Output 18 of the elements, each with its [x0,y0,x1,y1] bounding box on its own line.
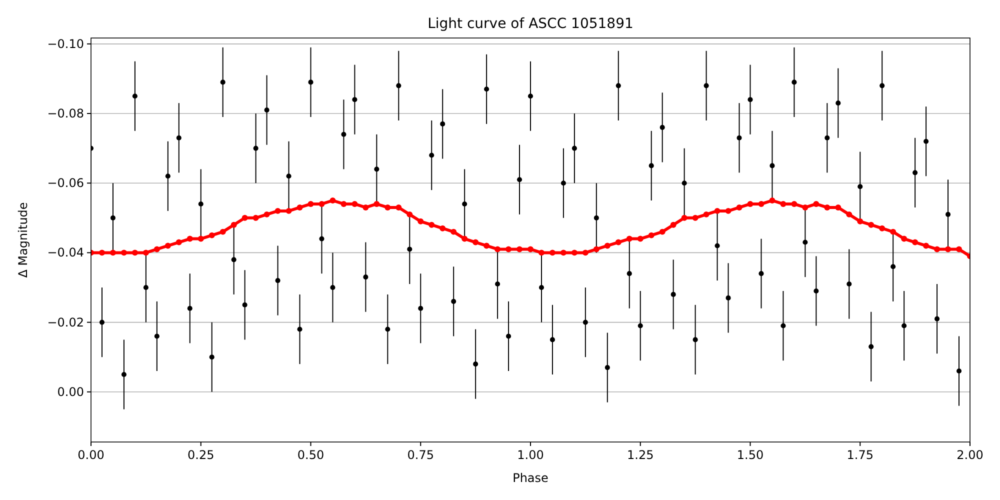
x-tick-label: 1.50 [736,448,764,462]
x-tick-label: 0.00 [78,448,104,462]
chart-title: Light curve of ASCC 1051891 [428,16,634,32]
x-axis-title: Phase [512,471,548,485]
y-tick-label: −0.02 [47,315,84,330]
y-tick-label: 0.00 [57,384,84,399]
x-tick-label: 1.25 [627,448,654,462]
x-tick-label: 0.25 [188,448,214,462]
y-tick-label: −0.08 [47,106,84,121]
y-tick-label: −0.10 [47,36,84,51]
y-axis-title: Δ Magnitude [16,202,30,278]
y-tick-label: −0.06 [47,176,84,190]
y-tick-label: −0.04 [47,246,84,260]
x-tick-label: 0.50 [297,448,324,462]
x-tick-label: 1.00 [517,448,544,462]
x-tick-label: 0.75 [407,448,434,462]
x-tick-label: 2.00 [956,448,984,462]
x-tick-label: 1.75 [846,448,874,462]
